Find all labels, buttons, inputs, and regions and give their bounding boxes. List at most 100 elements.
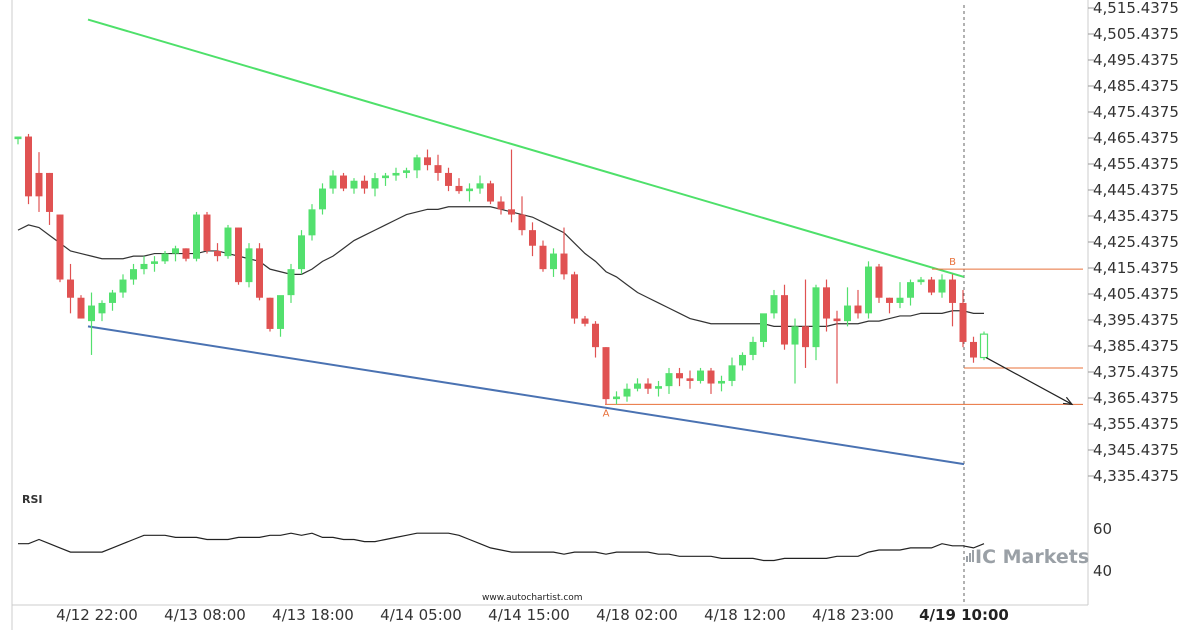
candle	[770, 289, 778, 319]
candle-body	[613, 396, 620, 400]
channel-lines	[87, 18, 965, 466]
candle	[854, 289, 862, 319]
y-tick-label: 4,505.4375	[1093, 25, 1179, 43]
candle	[686, 370, 694, 389]
candle-body	[823, 287, 830, 319]
candle	[46, 172, 53, 225]
x-tick-label: 4/12 22:00	[56, 606, 138, 624]
candle-body	[896, 297, 904, 303]
candle-body	[172, 248, 179, 254]
candle-body	[644, 383, 652, 389]
candle-body	[193, 214, 200, 259]
candle	[928, 276, 935, 296]
candle-body	[98, 302, 106, 314]
candle	[119, 274, 127, 298]
candle-body	[686, 378, 694, 381]
candle	[235, 227, 242, 285]
candle	[802, 279, 809, 368]
candle	[518, 196, 526, 236]
candle	[403, 167, 410, 179]
candle-body	[214, 250, 221, 257]
price-levels	[605, 268, 1083, 405]
candle-body	[14, 136, 22, 140]
watermark-bars-icon	[966, 556, 968, 562]
candle	[350, 178, 358, 194]
candle-body	[718, 380, 725, 384]
candle	[697, 367, 704, 384]
candle-body	[224, 227, 232, 257]
candle	[35, 152, 43, 212]
candle-body	[749, 341, 757, 355]
x-tick-label: 4/18 23:00	[812, 606, 894, 624]
candle-body	[571, 274, 578, 319]
candle	[812, 284, 820, 361]
y-tick-label: 4,405.4375	[1093, 285, 1179, 303]
candle-body	[728, 365, 736, 381]
candle-body	[487, 183, 494, 202]
candle	[182, 248, 190, 262]
candle-body	[979, 333, 989, 359]
candle	[434, 154, 442, 181]
candle	[361, 175, 368, 194]
candle-body	[550, 253, 557, 270]
candle	[676, 367, 683, 387]
y-tick-label: 4,495.4375	[1093, 51, 1179, 69]
candle	[392, 167, 400, 181]
y-tick-label: 4,455.4375	[1093, 155, 1179, 173]
y-tick-label: 4,475.4375	[1093, 103, 1179, 121]
candle	[256, 243, 263, 301]
candle	[287, 263, 295, 303]
candle-body	[140, 263, 148, 270]
candle	[581, 315, 589, 327]
x-axis: 4/12 22:00 4/13 08:00 4/13 18:00 4/14 05:00…	[56, 5, 1009, 624]
y-axis: 4,515.4375 4,505.4375 4,495.4375 4,485.4375…	[11, 0, 1179, 630]
candle-body	[739, 354, 746, 366]
candle	[917, 276, 925, 285]
candle	[245, 243, 253, 288]
candle-body	[382, 175, 389, 179]
candle	[896, 282, 904, 309]
candle-body	[602, 347, 610, 400]
candle	[970, 336, 977, 363]
y-tick-label: 4,425.4375	[1093, 233, 1179, 251]
candle	[781, 284, 788, 350]
candle-body	[235, 227, 242, 283]
x-tick-label: 4/14 15:00	[488, 606, 570, 624]
candle-body	[119, 279, 127, 293]
candle-body	[791, 326, 799, 345]
candle-body	[623, 388, 631, 397]
candle	[445, 167, 452, 192]
channel-lower-line	[87, 325, 965, 466]
candle	[140, 256, 148, 275]
candle	[508, 149, 515, 223]
candle	[277, 295, 284, 337]
candle-body	[445, 172, 452, 186]
candle	[749, 336, 757, 361]
rsi-panel: RSI 60 40	[18, 493, 1112, 580]
candle-body	[287, 269, 295, 296]
candle	[172, 245, 179, 262]
candle-body	[245, 248, 253, 283]
watermark-logo: IC Markets	[966, 546, 1089, 568]
candle-body	[497, 201, 505, 210]
y-tick-label: 4,435.4375	[1093, 207, 1179, 225]
y-tick-label: 4,375.4375	[1093, 363, 1179, 381]
candle-body	[25, 136, 32, 197]
candle-body	[928, 279, 935, 293]
candles	[14, 133, 989, 405]
candle	[329, 170, 337, 194]
candle	[487, 180, 494, 205]
candle	[340, 172, 347, 192]
watermark-bars-icon	[969, 553, 971, 562]
candle-body	[130, 269, 137, 280]
candle	[760, 313, 767, 348]
y-tick-label: 4,445.4375	[1093, 181, 1179, 199]
candle-body	[329, 175, 337, 189]
y-tick-label: 4,345.4375	[1093, 441, 1179, 459]
candle	[308, 204, 316, 241]
candle-body	[802, 326, 809, 348]
candle-body	[476, 183, 484, 189]
candle-body	[266, 297, 274, 329]
candle-body	[865, 266, 872, 314]
candle	[497, 196, 505, 215]
